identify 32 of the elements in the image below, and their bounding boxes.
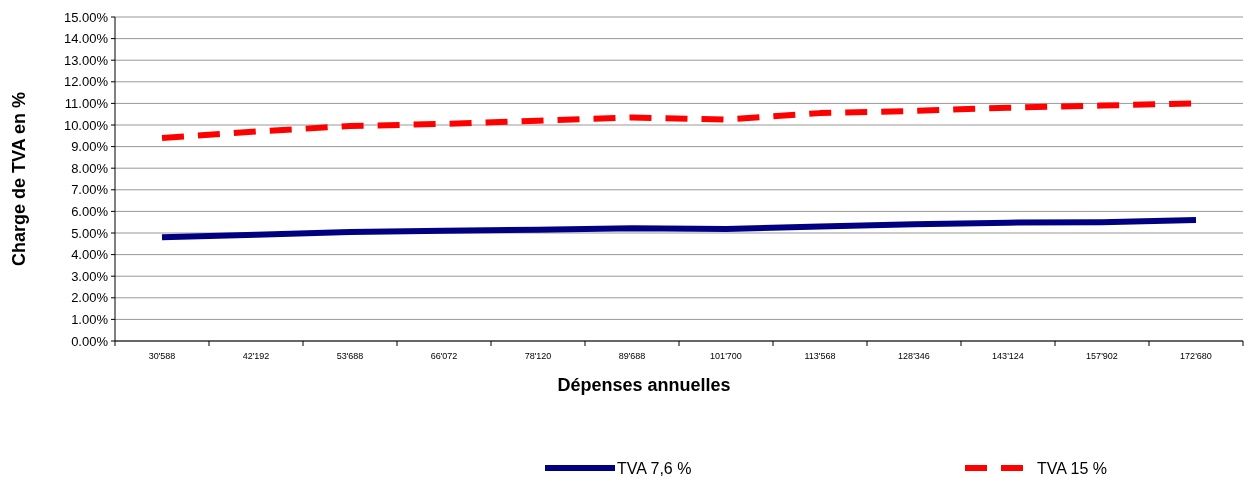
y-tick-label: 10.00% — [63, 117, 109, 133]
x-tick-label: 53'688 — [336, 351, 364, 361]
y-tick-label: 11.00% — [64, 95, 109, 111]
y-tick-label: 1.00% — [71, 311, 109, 327]
x-tick-label: 128'346 — [898, 351, 930, 361]
x-tick-label: 30'588 — [148, 351, 176, 361]
x-tick-label: 143'124 — [992, 351, 1024, 361]
x-axis-title: Dépenses annuelles — [557, 375, 731, 395]
legend-label: TVA 7,6 % — [617, 459, 692, 477]
x-tick-label: 157'902 — [1086, 351, 1118, 361]
y-tick-label: 4.00% — [71, 247, 109, 263]
x-tick-label: 78'120 — [524, 351, 552, 361]
y-axis-title: Charge de TVA en % — [9, 91, 29, 267]
y-tick-label: 5.00% — [71, 225, 109, 241]
x-tick-label: 42'192 — [242, 351, 270, 361]
y-tick-label: 3.00% — [71, 268, 109, 284]
y-tick-label: 12.00% — [63, 74, 109, 90]
y-tick-label: 7.00% — [71, 182, 109, 198]
y-tick-label: 9.00% — [71, 139, 109, 155]
x-tick-label: 113'568 — [804, 351, 836, 361]
x-tick-label: 101'700 — [710, 351, 742, 361]
legend-label: TVA 15 % — [1037, 459, 1107, 477]
y-tick-label: 13.00% — [63, 52, 109, 68]
y-tick-label: 0.00% — [71, 333, 109, 349]
y-tick-label: 8.00% — [71, 160, 109, 176]
x-tick-label: 89'688 — [618, 351, 646, 361]
y-tick-label: 14.00% — [63, 31, 109, 47]
y-tick-label: 2.00% — [71, 290, 109, 306]
y-tick-label: 6.00% — [71, 203, 109, 219]
x-tick-label: 66'072 — [430, 351, 458, 361]
y-tick-label: 15.00% — [63, 9, 109, 25]
x-tick-label: 172'680 — [1180, 351, 1212, 361]
